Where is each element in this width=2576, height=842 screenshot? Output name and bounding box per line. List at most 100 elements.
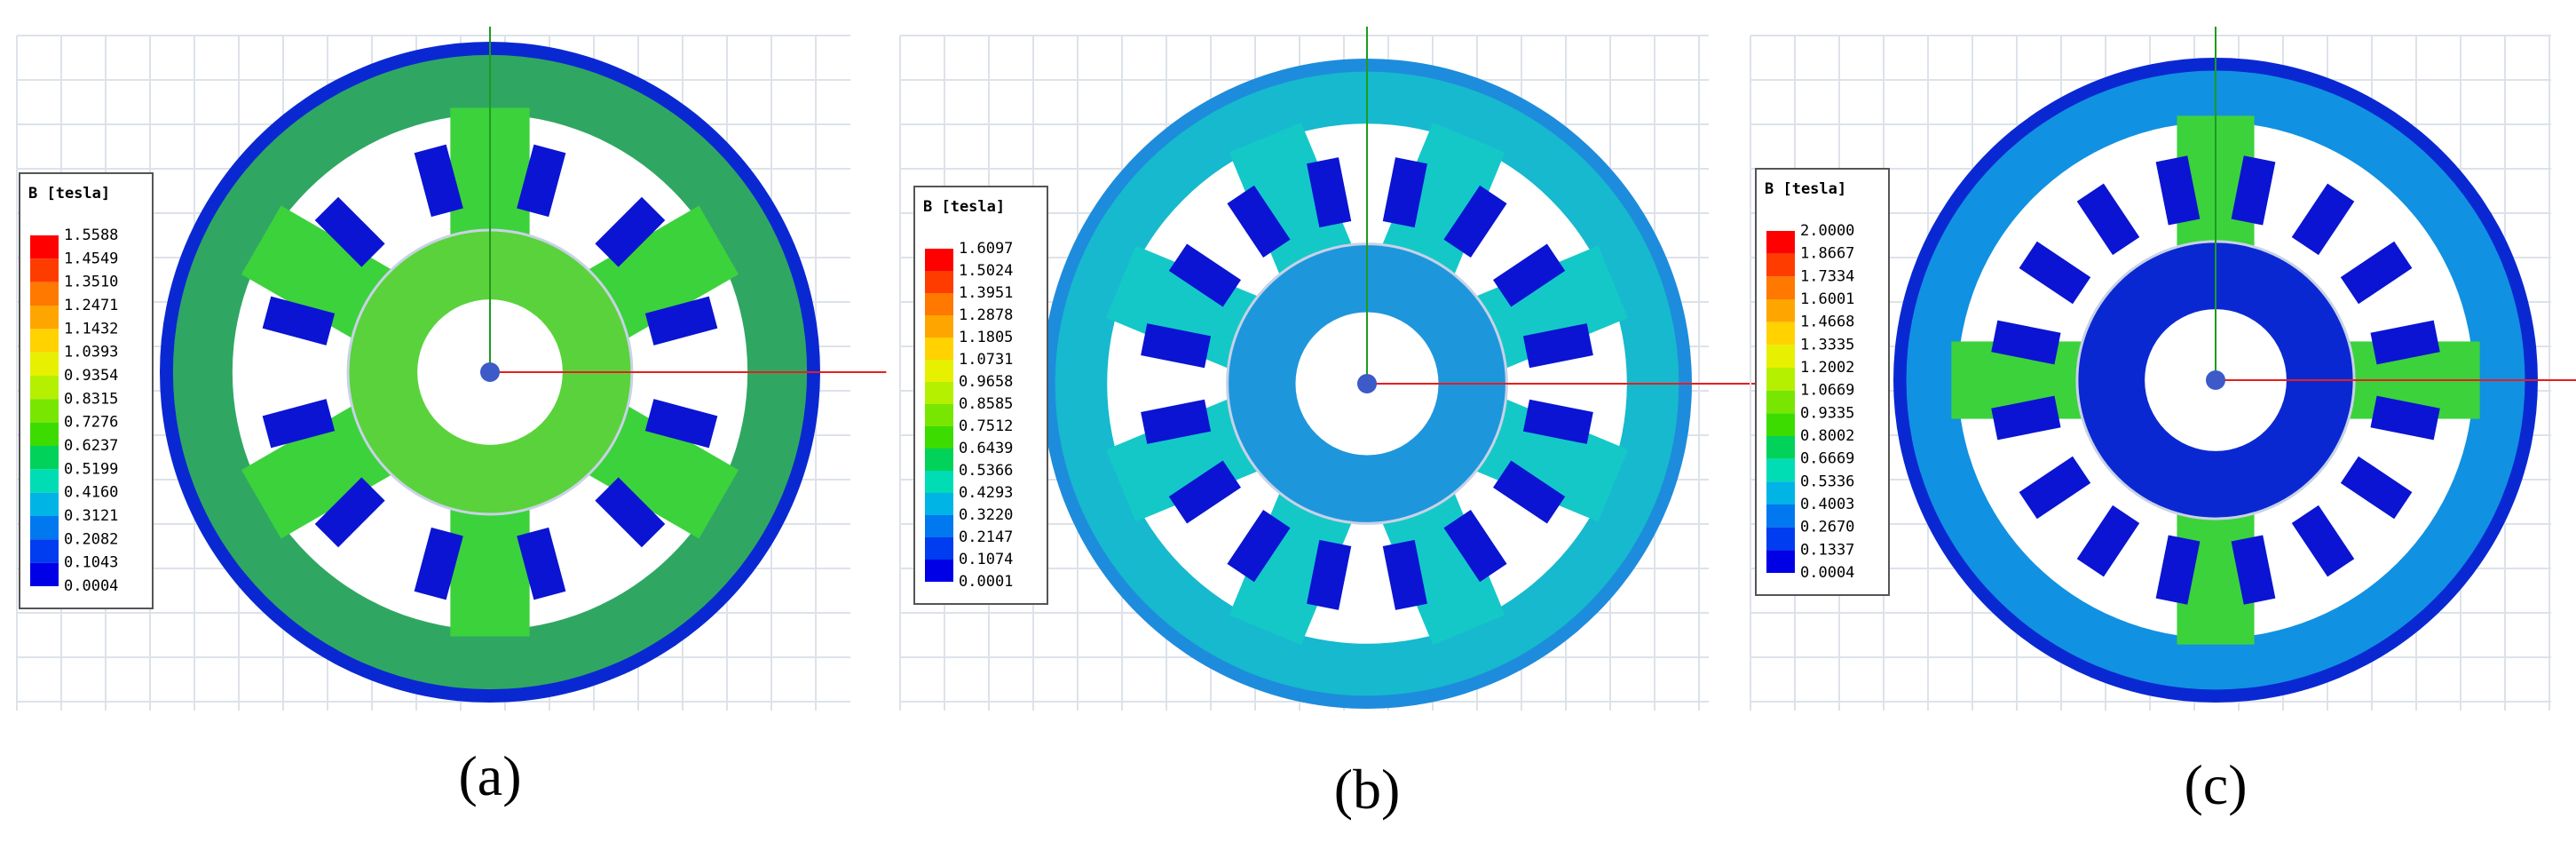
coil: [314, 196, 385, 267]
legend-swatch: [1766, 436, 1795, 459]
legend: B [tesla] 2.0000 1.8667 1.7334 1.6001 1.4668 1…: [1755, 168, 1890, 596]
legend-swatch: [30, 399, 59, 423]
coil: [414, 144, 463, 218]
legend-value: 0.7512: [959, 417, 1013, 435]
legend-value: 0.8002: [1800, 427, 1854, 445]
coil: [1168, 460, 1242, 524]
legend-value: 0.2147: [959, 528, 1013, 546]
coil: [2155, 535, 2201, 605]
caption: (b): [1334, 758, 1401, 821]
coil: [2076, 504, 2140, 577]
legend-swatch: [1766, 504, 1795, 528]
coil: [1492, 460, 1566, 524]
field-plot: B [tesla] 1.5588 1.4549 1.3510 1.2471 1.1432 1…: [16, 27, 887, 807]
tooth: [241, 403, 396, 539]
legend-swatch: [30, 469, 59, 493]
coil: [2019, 456, 2091, 520]
legend-value: 1.4668: [1800, 314, 1854, 331]
tooth: [450, 504, 530, 637]
coil: [2231, 155, 2276, 226]
coil: [414, 527, 463, 600]
origin: [2206, 370, 2225, 390]
legend-value: 0.8585: [959, 395, 1013, 413]
tooth: [1229, 489, 1354, 646]
coil: [2370, 395, 2440, 441]
legend-value: 0.9658: [959, 373, 1013, 391]
coil: [1382, 539, 1427, 610]
legend-value: 1.5588: [64, 226, 118, 244]
coil: [2291, 183, 2355, 256]
legend-value: 0.8315: [64, 390, 118, 408]
field-plot: B [tesla] 2.0000 1.8667 1.7334 1.6001 1.4668 1…: [1750, 27, 2576, 816]
legend-title: B [tesla]: [1765, 180, 1846, 198]
legend-swatch: [30, 329, 59, 353]
legend-value: 1.0393: [64, 344, 118, 361]
legend-swatch: [1766, 299, 1795, 322]
legend-swatch: [1766, 458, 1795, 482]
coil: [1168, 243, 1242, 307]
legend-swatch: [30, 235, 59, 259]
coil: [2076, 183, 2140, 256]
legend-value: 1.4549: [64, 250, 118, 267]
legend-swatch: [925, 537, 953, 560]
coil: [1492, 243, 1566, 307]
legend-value: 0.2670: [1800, 519, 1854, 536]
legend-value: 0.5199: [64, 460, 118, 478]
legend-value: 1.2471: [64, 297, 118, 314]
legend-swatch: [30, 306, 59, 330]
legend-value: 0.7276: [64, 414, 118, 432]
legend-value: 0.6237: [64, 437, 118, 455]
legend-swatch: [30, 492, 59, 516]
legend-value: 1.6097: [959, 240, 1013, 258]
legend-value: 2.0000: [1800, 222, 1854, 240]
legend-swatch: [925, 271, 953, 293]
legend-swatch: [30, 352, 59, 376]
legend-swatch: [30, 422, 59, 446]
legend-value: 0.3220: [959, 506, 1013, 524]
legend-swatch: [925, 404, 953, 426]
legend-value: 1.1805: [959, 329, 1013, 346]
legend-swatch: [925, 426, 953, 449]
legend-swatch: [30, 258, 59, 282]
coil: [2155, 155, 2201, 226]
legend-title: B [tesla]: [923, 198, 1005, 216]
legend-value: 1.3951: [959, 284, 1013, 302]
legend-value: 1.2002: [1800, 359, 1854, 377]
legend-swatch: [1766, 413, 1795, 436]
coil: [2019, 241, 2091, 305]
legend-value: 1.3510: [64, 274, 118, 291]
caption: (c): [2184, 753, 2247, 816]
legend-swatch: [30, 562, 59, 586]
legend-swatch: [30, 516, 59, 540]
coil: [2340, 241, 2413, 305]
coil: [262, 296, 336, 346]
origin: [480, 362, 500, 382]
legend-swatch: [30, 376, 59, 400]
coil: [314, 477, 385, 548]
legend-value: 1.0731: [959, 351, 1013, 369]
coil: [2340, 456, 2413, 520]
tooth: [1472, 245, 1629, 370]
legend-swatch: [30, 539, 59, 563]
coil: [1522, 323, 1593, 369]
legend-value: 0.4293: [959, 484, 1013, 502]
legend-value: 1.8667: [1800, 245, 1854, 263]
coil: [595, 196, 666, 267]
tooth: [1229, 122, 1354, 279]
legend-value: 0.9354: [64, 367, 118, 385]
legend-value: 1.7334: [1800, 267, 1854, 285]
legend-swatch: [30, 282, 59, 306]
legend-swatch: [925, 293, 953, 315]
tooth: [241, 205, 396, 341]
legend-value: 1.3335: [1800, 336, 1854, 353]
coil: [1443, 509, 1507, 583]
legend-value: 1.6001: [1800, 290, 1854, 308]
coil: [2370, 320, 2440, 365]
legend-value: 0.0004: [64, 577, 118, 595]
legend-value: 0.1074: [959, 551, 1013, 568]
legend-swatch: [925, 315, 953, 338]
coil: [2231, 535, 2276, 605]
coil: [1227, 185, 1291, 258]
coil: [517, 527, 566, 600]
